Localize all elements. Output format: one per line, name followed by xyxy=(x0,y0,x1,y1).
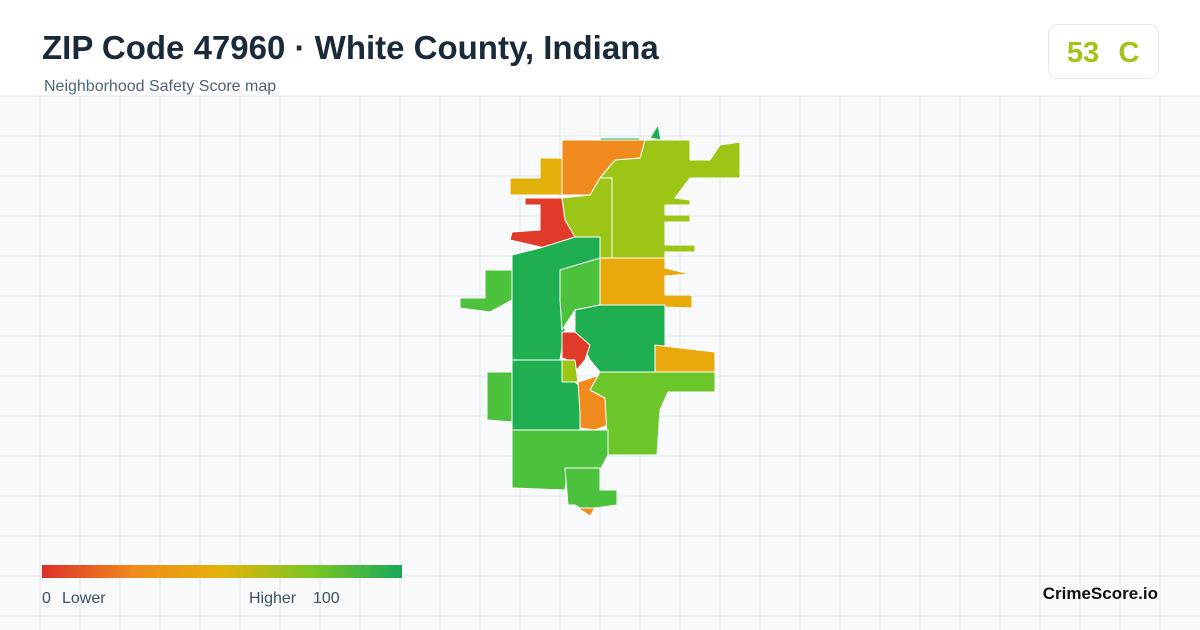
score-grade: C xyxy=(1119,37,1140,69)
zip-map xyxy=(459,124,741,517)
subtitle: Neighborhood Safety Score map xyxy=(44,78,276,95)
title: ZIP Code 47960 · White County, Indiana xyxy=(42,29,659,66)
area xyxy=(509,157,563,196)
legend-max-label: Higher xyxy=(249,590,297,607)
area xyxy=(459,269,513,313)
score-badge xyxy=(1048,24,1159,79)
score-value: 53 xyxy=(1067,37,1099,69)
grid xyxy=(0,95,1200,630)
area xyxy=(486,371,513,423)
legend-min-label: Lower xyxy=(62,590,106,607)
area xyxy=(649,124,662,141)
legend-min: 0 xyxy=(42,590,51,607)
brand: CrimeScore.io xyxy=(1043,584,1158,603)
area xyxy=(564,467,618,516)
legend-gradient xyxy=(42,565,402,578)
area xyxy=(589,371,716,456)
area xyxy=(561,331,591,373)
area xyxy=(577,507,596,517)
area xyxy=(561,359,579,383)
legend-max: 100 xyxy=(313,590,340,607)
